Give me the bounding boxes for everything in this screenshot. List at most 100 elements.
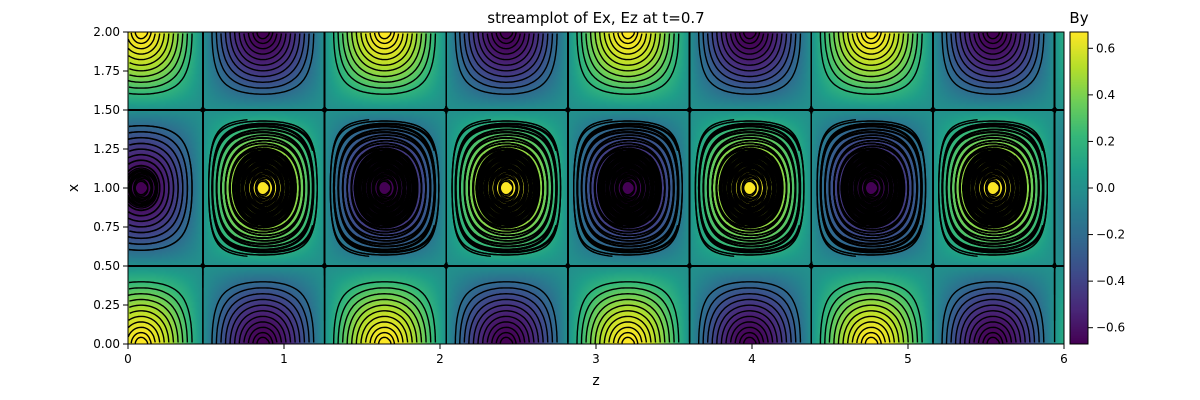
streamline-471 (945, 287, 1040, 344)
streamline-39 (129, 148, 175, 228)
streamline-198 (499, 336, 514, 344)
streamline-525 (950, 33, 1036, 84)
streamline-68 (247, 326, 278, 344)
streamline-460 (824, 32, 919, 89)
colorbar-tick-label-3: 0.0 (1096, 181, 1115, 195)
streamline-125 (238, 32, 287, 61)
streamline-523 (959, 32, 1026, 72)
streamline-140 (341, 292, 427, 343)
streamline-323 (603, 32, 652, 61)
streamline-138 (351, 304, 418, 344)
streamline-262 (459, 32, 554, 89)
streamline-259 (472, 32, 540, 72)
streamline-526 (945, 32, 1040, 89)
streamline-260 (468, 32, 544, 78)
streamline-141 (337, 287, 432, 344)
streamline-470 (950, 292, 1036, 343)
streamline-33 (128, 168, 159, 209)
streamline-64 (128, 33, 189, 89)
streamline-390 (720, 32, 778, 66)
streamline-254 (495, 32, 517, 45)
streamline-398 (856, 326, 886, 344)
streamline-338 (707, 292, 792, 343)
streamline-62 (129, 33, 179, 78)
streamline-132 (377, 336, 392, 344)
streamline-8 (128, 292, 184, 343)
plot-area (127, 31, 1065, 345)
streamline-70 (238, 315, 287, 344)
streamline-263 (454, 32, 558, 95)
streamline-69 (243, 321, 283, 343)
colorbar-tick-label-1: 0.4 (1096, 88, 1115, 102)
streamline-385 (742, 32, 757, 40)
streamline-461 (819, 32, 923, 95)
streamline-391 (716, 32, 783, 72)
streamline-271 (589, 298, 666, 344)
streamline-465 (973, 321, 1013, 343)
streamline-73 (224, 298, 301, 344)
streamline-122 (252, 32, 274, 45)
streamline-187 (377, 32, 392, 40)
colorbar-gradient (1070, 32, 1088, 344)
y-tick-label-2: 0.50 (93, 259, 120, 273)
streamline-406 (819, 281, 923, 344)
streamline-256 (486, 33, 526, 55)
streamline-373 (694, 120, 805, 257)
streamline-72 (229, 304, 296, 344)
streamline-274 (576, 281, 680, 344)
streamline-258 (477, 32, 535, 66)
y-tick-label-1: 0.25 (93, 298, 120, 312)
streamline-504 (942, 123, 1044, 253)
streamline-67 (252, 331, 274, 344)
streamline-527 (941, 32, 1045, 95)
streamline-518 (982, 32, 1004, 45)
streamline-400 (847, 315, 895, 344)
streamline-522 (964, 32, 1022, 66)
streamline-483 (810, 33, 1063, 267)
streamline-464 (977, 326, 1008, 344)
streamline-59 (128, 33, 165, 61)
streamline-467 (964, 310, 1022, 344)
streamline-66 (256, 336, 271, 344)
streamline-37 (128, 159, 165, 217)
streamline-466 (968, 315, 1017, 344)
streamline-188 (373, 32, 396, 45)
y-axis-label: x (66, 184, 82, 192)
streamline-453 (856, 32, 886, 50)
streamline-191 (360, 32, 409, 61)
streamline-36 (128, 165, 161, 212)
x-tick-label-6: 6 (1060, 352, 1068, 366)
streamline-65 (129, 33, 193, 95)
streamline-134 (369, 326, 400, 344)
streamline-7 (129, 298, 179, 343)
streamline-270 (594, 304, 661, 344)
streamline-257 (482, 32, 530, 61)
streamline-269 (599, 310, 657, 344)
streamline-330 (742, 336, 757, 344)
streamline-126 (234, 32, 292, 66)
streamline-331 (738, 331, 761, 344)
colorbar-tick-label-6: −0.6 (1096, 321, 1125, 335)
streamline-336 (716, 304, 783, 344)
streamline-387 (734, 32, 765, 50)
streamline-393 (707, 33, 792, 84)
streamline-438 (820, 123, 923, 253)
streamline-469 (954, 298, 1031, 344)
chart-title: streamplot of Ex, Ez at t=0.7 (487, 9, 704, 27)
streamline-521 (968, 32, 1017, 61)
streamline-195 (341, 33, 427, 84)
streamline-519 (977, 32, 1008, 50)
streamline-455 (847, 32, 895, 61)
streamline-201 (486, 321, 526, 343)
streamline-240 (455, 123, 558, 253)
streamline-137 (355, 310, 413, 344)
streamline-43 (128, 125, 193, 251)
streamline-458 (833, 32, 909, 78)
x-tick-label-5: 5 (904, 352, 912, 366)
streamline-175 (329, 120, 440, 257)
streamline-452 (860, 32, 882, 45)
streamline-261 (463, 33, 549, 84)
streamline-10 (129, 281, 193, 343)
streamline-268 (603, 315, 652, 344)
